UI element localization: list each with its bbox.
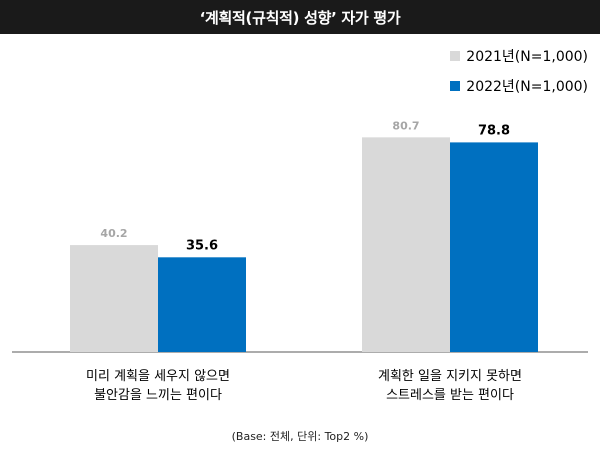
- data-label-2022-cat2: 78.8: [478, 123, 510, 138]
- category-label-1-line1: 미리 계획을 세우지 않으면: [86, 369, 230, 384]
- category-label-2-line2: 스트레스를 받는 편이다: [386, 388, 514, 403]
- legend-label-2022: 2022년(N=1,000): [466, 79, 588, 95]
- data-label-2022-cat1: 35.6: [186, 238, 218, 253]
- legend-item-2022: 2022년(N=1,000): [450, 76, 588, 96]
- base-note: (Base: 전체, 단위: Top2 %): [231, 430, 369, 443]
- category-label-1-line2: 불안감을 느끼는 편이다: [94, 388, 222, 403]
- legend-swatch-2021: [450, 51, 461, 61]
- chart-title: ‘계획적(규칙적) 성향’ 자가 평가: [0, 0, 600, 34]
- chart-legend: 2021년(N=1,000) 2022년(N=1,000): [450, 46, 588, 96]
- legend-label-2021: 2021년(N=1,000): [466, 49, 588, 65]
- legend-swatch-2022: [450, 81, 461, 91]
- category-label-2-line1: 계획한 일을 지키지 못하면: [378, 369, 522, 384]
- bar-2022-cat1: [158, 257, 246, 352]
- bar-2022-cat2: [450, 142, 538, 352]
- data-label-2021-cat1: 40.2: [100, 227, 127, 240]
- legend-item-2021: 2021년(N=1,000): [450, 46, 588, 66]
- bar-2021-cat1: [70, 245, 158, 352]
- bar-2021-cat2: [362, 137, 450, 352]
- data-label-2021-cat2: 80.7: [392, 119, 419, 132]
